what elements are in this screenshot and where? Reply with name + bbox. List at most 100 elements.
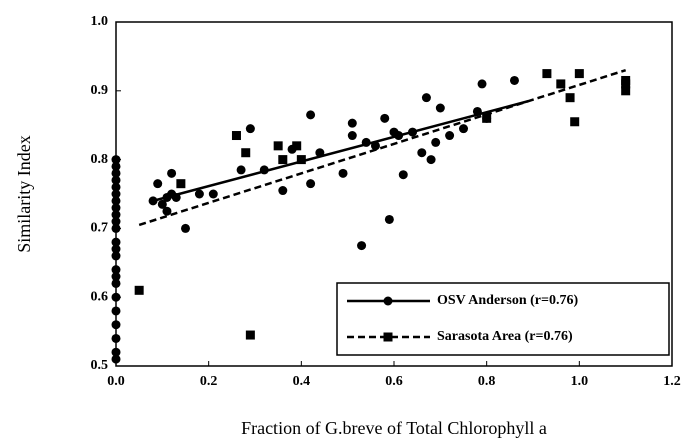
point	[273, 141, 283, 151]
point	[245, 124, 255, 134]
y-tick-label: 0.7	[91, 221, 109, 236]
point	[111, 333, 121, 343]
point	[111, 223, 121, 233]
point	[574, 69, 584, 79]
point	[111, 189, 121, 199]
point	[306, 110, 316, 120]
point	[111, 278, 121, 288]
point	[565, 93, 575, 103]
point	[111, 272, 121, 282]
point	[167, 168, 177, 178]
point	[134, 285, 144, 295]
legend-box	[336, 282, 670, 356]
point	[477, 79, 487, 89]
y-tick-label: 0.9	[91, 83, 109, 98]
point	[398, 170, 408, 180]
point	[384, 214, 394, 224]
point	[111, 265, 121, 275]
point	[245, 330, 255, 340]
point	[292, 141, 302, 151]
point	[459, 124, 468, 134]
point	[241, 148, 251, 158]
point	[472, 106, 482, 116]
point	[445, 131, 455, 141]
point	[435, 103, 445, 113]
point	[408, 127, 418, 137]
point	[357, 241, 367, 251]
point	[111, 196, 121, 206]
point	[157, 199, 167, 209]
point	[111, 217, 121, 227]
y-tick-label: 0.5	[91, 358, 109, 373]
point	[542, 69, 552, 79]
point	[111, 155, 121, 165]
legend-label: Sarasota Area (r=0.76)	[437, 329, 573, 344]
y-axis-title: Similarity Index	[14, 135, 34, 252]
point	[111, 320, 121, 330]
point	[621, 86, 631, 96]
legend-marker	[383, 296, 393, 306]
point	[426, 155, 436, 165]
fit-line	[138, 68, 627, 227]
x-tick-label: 0.6	[385, 374, 403, 389]
point	[171, 192, 181, 202]
x-axis-title: Fraction of G.breve of Total Chlorophyll…	[241, 418, 547, 438]
point	[111, 354, 121, 364]
legend-marker	[383, 332, 393, 342]
x-tick-label: 1.0	[571, 374, 589, 389]
point	[111, 306, 121, 316]
point	[111, 182, 121, 192]
point	[208, 189, 218, 199]
point	[417, 148, 427, 158]
point	[194, 189, 204, 199]
x-tick-label: 0.4	[293, 374, 311, 389]
x-tick-label: 0.2	[200, 374, 218, 389]
point	[380, 113, 390, 123]
point	[278, 155, 288, 165]
point	[153, 179, 163, 189]
point	[315, 148, 325, 158]
y-tick-label: 1.0	[91, 14, 109, 29]
point	[621, 75, 631, 85]
point	[338, 168, 348, 178]
point	[111, 161, 121, 171]
point	[111, 251, 121, 261]
x-tick-label: 1.2	[663, 374, 681, 389]
point	[370, 141, 380, 151]
point	[306, 179, 316, 189]
point	[111, 244, 121, 254]
point	[347, 118, 357, 128]
point	[111, 175, 121, 185]
point	[394, 131, 404, 141]
point	[111, 203, 121, 213]
point	[296, 155, 306, 165]
fit-line	[152, 99, 529, 203]
point	[509, 75, 519, 85]
point	[421, 93, 431, 103]
point	[570, 117, 580, 127]
point	[361, 137, 371, 147]
x-tick-label: 0.8	[478, 374, 496, 389]
point	[236, 165, 246, 175]
point	[347, 131, 357, 141]
point	[111, 210, 121, 220]
x-tick-label: 0.0	[107, 374, 125, 389]
point	[556, 79, 566, 89]
point	[278, 186, 288, 196]
point	[181, 223, 190, 233]
y-tick-label: 0.8	[91, 152, 109, 167]
point	[111, 168, 121, 178]
point	[162, 206, 172, 216]
point	[176, 179, 186, 189]
point	[482, 113, 492, 123]
point	[259, 165, 269, 175]
y-tick-label: 0.6	[91, 289, 109, 304]
point	[231, 131, 241, 141]
point	[111, 292, 121, 302]
point	[111, 237, 121, 247]
legend-label: OSV Anderson (r=0.76)	[437, 293, 578, 308]
point	[111, 347, 121, 357]
point	[148, 196, 158, 206]
point	[431, 137, 441, 147]
